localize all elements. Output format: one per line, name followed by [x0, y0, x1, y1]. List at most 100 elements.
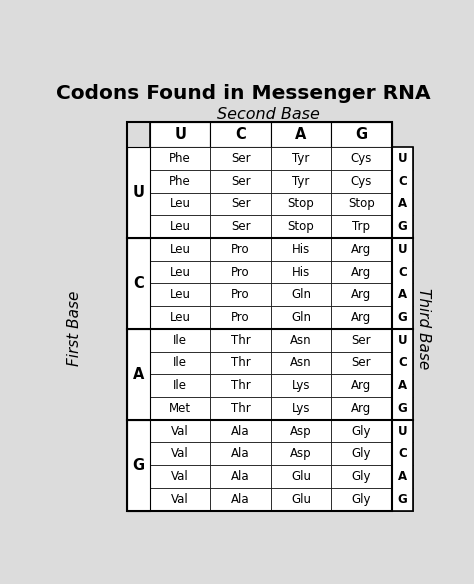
Bar — [331, 465, 392, 488]
Bar — [331, 283, 392, 306]
Bar — [271, 420, 331, 442]
Bar — [392, 420, 413, 442]
Text: G: G — [398, 493, 408, 506]
Text: Ala: Ala — [231, 447, 250, 460]
Bar — [271, 260, 331, 283]
Bar — [271, 465, 331, 488]
Text: Val: Val — [171, 447, 189, 460]
Text: Ile: Ile — [173, 356, 187, 369]
Bar — [150, 123, 210, 147]
Text: First Base: First Base — [67, 291, 82, 367]
Bar — [271, 306, 331, 329]
Text: C: C — [398, 356, 407, 369]
Text: Glu: Glu — [291, 470, 311, 483]
Bar — [331, 193, 392, 215]
Text: Gly: Gly — [352, 425, 371, 437]
Bar — [331, 215, 392, 238]
Bar — [127, 123, 392, 510]
Text: Asp: Asp — [290, 425, 312, 437]
Text: G: G — [132, 458, 145, 472]
Bar — [392, 442, 413, 465]
Text: Ile: Ile — [173, 333, 187, 347]
Text: Lys: Lys — [292, 379, 310, 392]
Text: Codons Found in Messenger RNA: Codons Found in Messenger RNA — [55, 84, 430, 103]
Bar — [210, 397, 271, 420]
Bar — [271, 170, 331, 193]
Text: Leu: Leu — [170, 288, 191, 301]
Text: G: G — [398, 311, 408, 324]
Text: Cys: Cys — [351, 175, 372, 187]
Bar — [331, 352, 392, 374]
Text: Asp: Asp — [290, 447, 312, 460]
Text: Asn: Asn — [290, 333, 312, 347]
Text: Gly: Gly — [352, 447, 371, 460]
Bar — [210, 465, 271, 488]
Bar — [392, 397, 413, 420]
Bar — [210, 123, 271, 147]
Bar — [210, 306, 271, 329]
Bar — [150, 465, 210, 488]
Text: Ala: Ala — [231, 425, 250, 437]
Bar — [150, 147, 210, 170]
Bar — [392, 352, 413, 374]
Text: His: His — [292, 266, 310, 279]
Bar — [392, 170, 413, 193]
Text: Gly: Gly — [352, 493, 371, 506]
Text: Leu: Leu — [170, 243, 191, 256]
Text: Val: Val — [171, 493, 189, 506]
Bar — [392, 215, 413, 238]
Text: A: A — [133, 367, 144, 382]
Text: Ser: Ser — [352, 356, 371, 369]
Text: U: U — [132, 185, 144, 200]
Bar — [271, 238, 331, 260]
Bar — [150, 442, 210, 465]
Bar — [210, 260, 271, 283]
Bar — [331, 170, 392, 193]
Bar — [271, 374, 331, 397]
Bar — [210, 329, 271, 352]
Text: C: C — [133, 276, 144, 291]
Bar — [392, 147, 413, 510]
Bar — [150, 123, 392, 147]
Text: C: C — [235, 127, 246, 142]
Text: U: U — [174, 127, 186, 142]
Text: Val: Val — [171, 425, 189, 437]
Text: Ser: Ser — [352, 333, 371, 347]
Text: Trp: Trp — [353, 220, 371, 233]
Text: Cys: Cys — [351, 152, 372, 165]
Text: C: C — [398, 175, 407, 187]
Text: U: U — [398, 425, 407, 437]
Text: Arg: Arg — [351, 379, 372, 392]
Text: G: G — [398, 220, 408, 233]
Text: Asn: Asn — [290, 356, 312, 369]
Bar — [271, 352, 331, 374]
Text: Second Base: Second Base — [217, 107, 320, 122]
Bar — [150, 488, 210, 510]
Text: A: A — [295, 127, 307, 142]
Bar — [331, 123, 392, 147]
Text: Leu: Leu — [170, 266, 191, 279]
Text: Leu: Leu — [170, 311, 191, 324]
Text: A: A — [398, 470, 407, 483]
Text: Third Base: Third Base — [416, 288, 431, 370]
Bar — [392, 147, 413, 170]
Bar — [392, 374, 413, 397]
Text: Stop: Stop — [348, 197, 375, 210]
Bar — [210, 147, 271, 170]
Bar — [150, 352, 210, 374]
Bar — [331, 442, 392, 465]
Bar — [331, 260, 392, 283]
Text: Arg: Arg — [351, 311, 372, 324]
Bar — [210, 238, 271, 260]
Bar — [150, 283, 210, 306]
Text: Ile: Ile — [173, 379, 187, 392]
Bar — [127, 147, 150, 238]
Bar — [392, 193, 413, 215]
Bar — [210, 283, 271, 306]
Text: A: A — [398, 288, 407, 301]
Bar — [210, 374, 271, 397]
Bar — [150, 397, 210, 420]
Bar — [331, 147, 392, 170]
Bar — [210, 420, 271, 442]
Bar — [392, 488, 413, 510]
